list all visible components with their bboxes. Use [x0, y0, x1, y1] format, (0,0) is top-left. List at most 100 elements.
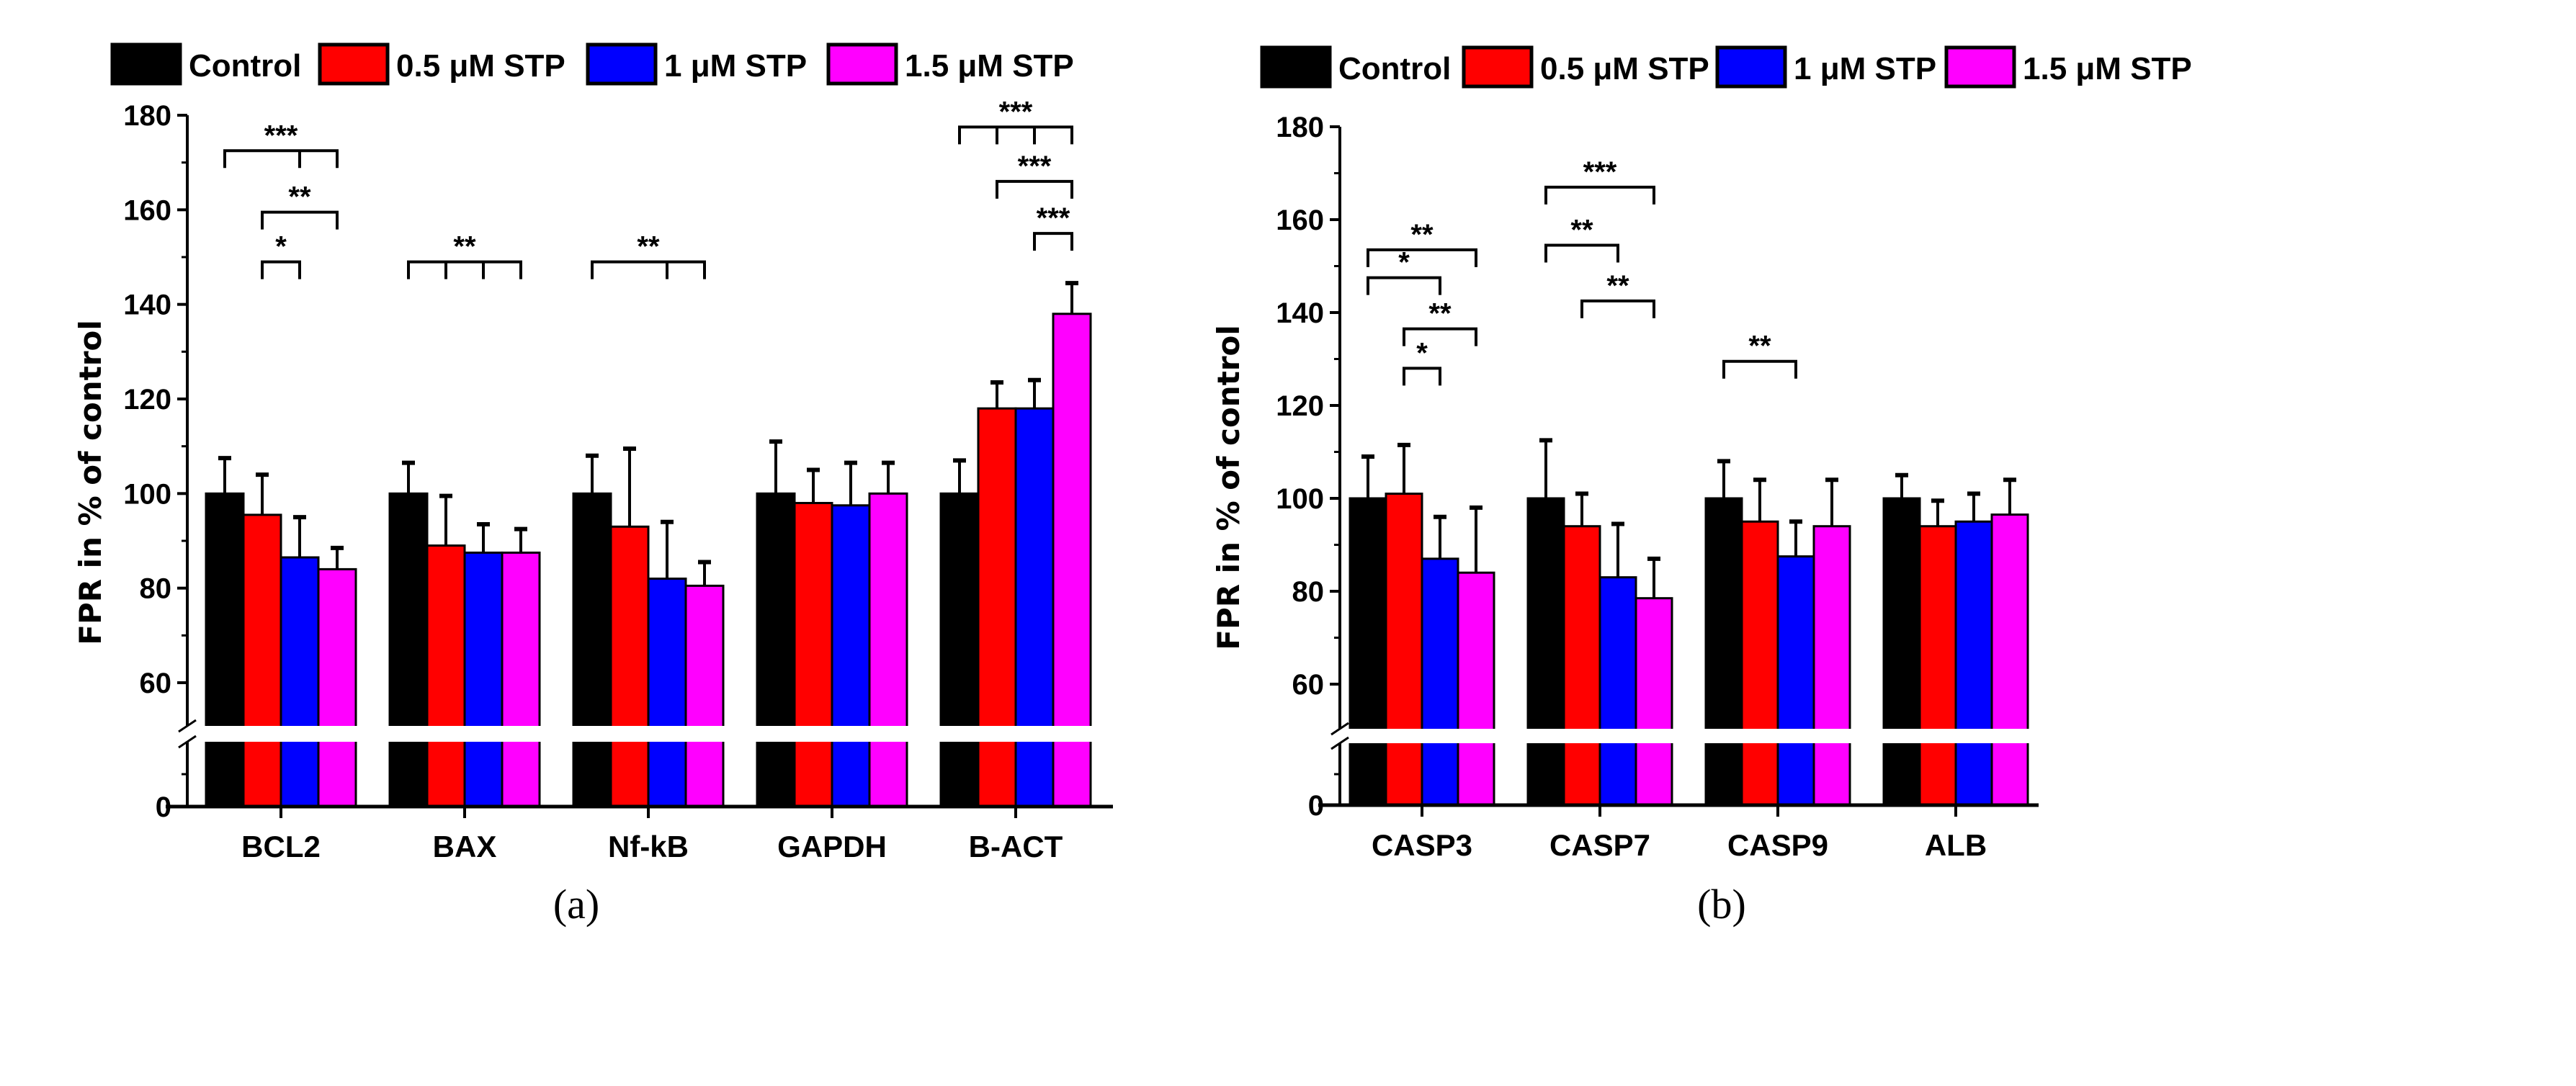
bar-B-ACT-2: [1014, 407, 1055, 808]
bar-CASP3-1: [1385, 493, 1423, 807]
bar-ALB-2: [1954, 520, 1993, 807]
bar-GAPDH-2: [831, 504, 871, 808]
significance-bracket: [1403, 367, 1441, 386]
significance-bracket: [1403, 327, 1477, 346]
significance-label: ***: [999, 96, 1033, 127]
legend-swatch-3: [1944, 45, 2016, 89]
bar-BCL2-0: [205, 492, 245, 808]
x-tick-label-Nf-kB: Nf-kB: [608, 830, 689, 863]
significance-bracket: [1544, 243, 1619, 263]
y-axis-label: FPR in % of control: [73, 320, 108, 645]
y-tick-label: 60: [140, 668, 172, 699]
y-tick-label: 0: [1308, 790, 1324, 822]
significance-bracket: [1544, 185, 1655, 205]
legend-swatch-1: [1462, 45, 1534, 89]
bar-CASP9-3: [1812, 525, 1851, 807]
y-tick-label: 140: [1276, 297, 1324, 329]
significance-label: **: [1606, 270, 1629, 302]
x-tick-label-GAPDH: GAPDH: [777, 830, 887, 863]
bar-ALB-0: [1882, 497, 1921, 807]
significance-label: ***: [1037, 202, 1070, 234]
x-tick-label-B-ACT: B-ACT: [969, 830, 1063, 863]
bar-BAX-2: [463, 551, 504, 808]
y-tick-label: 160: [123, 194, 171, 226]
significance-label: **: [637, 231, 660, 263]
panel-a-chart: Control 0.5 μM STP 1 μM STP 1.5 μM STP 0 60 80…: [73, 42, 1120, 928]
bar-CASP9-0: [1704, 497, 1743, 807]
bar-CASP3-3: [1457, 571, 1495, 807]
legend-swatch-0: [1260, 45, 1332, 89]
significance-bracket: [996, 179, 1073, 199]
y-tick-label: 0: [156, 791, 171, 823]
x-tick-label-CASP3: CASP3: [1372, 828, 1472, 862]
bar-CASP9-2: [1776, 555, 1815, 807]
bar-GAPDH-0: [756, 492, 796, 808]
bar-Nf-kB-0: [572, 492, 612, 808]
bar-ALB-1: [1918, 525, 1957, 807]
significance-bracket: [1580, 299, 1655, 318]
significance-label: ***: [1018, 151, 1052, 182]
y-tick-label: 180: [123, 100, 171, 132]
significance-label: **: [1748, 331, 1771, 362]
axis-break-gap: [1333, 729, 2046, 743]
bar-Nf-kB-2: [647, 578, 687, 808]
panel-label: (a): [553, 881, 599, 928]
x-tick-label-BCL2: BCL2: [241, 830, 321, 863]
bar-BAX-3: [501, 551, 541, 808]
significance-label: **: [1570, 214, 1593, 246]
significance-bracket: [223, 149, 339, 169]
bar-CASP9-1: [1740, 520, 1779, 807]
bar-ALB-3: [1990, 513, 2029, 807]
panel-label: (b): [1697, 881, 1746, 928]
bar-CASP7-2: [1598, 576, 1637, 807]
legend-swatch-2: [586, 42, 658, 86]
bar-CASP7-3: [1634, 597, 1673, 807]
y-tick-label: 100: [1276, 483, 1324, 515]
legend-label-0: Control: [189, 48, 301, 84]
significance-bracket: [261, 210, 339, 230]
legend-swatch-2: [1715, 45, 1787, 89]
significance-label: **: [1428, 298, 1452, 330]
significance-label: **: [453, 231, 476, 263]
significance-bracket: [958, 125, 1073, 145]
significance-label: *: [275, 231, 287, 263]
bar-GAPDH-3: [868, 492, 908, 808]
y-tick-label: 180: [1276, 112, 1324, 143]
bar-BAX-1: [426, 544, 466, 808]
bar-CASP7-1: [1562, 525, 1601, 807]
legend-swatch-1: [318, 42, 390, 86]
bar-BAX-0: [388, 492, 429, 808]
significance-bracket: [407, 260, 522, 279]
significance-bracket: [1367, 248, 1477, 267]
legend-label-1: 0.5 μM STP: [1540, 51, 1709, 86]
axis-break-gap: [180, 726, 1120, 742]
significance-label: *: [1416, 337, 1428, 369]
legend-label-2: 1 μM STP: [664, 48, 807, 84]
significance-label: **: [288, 181, 311, 213]
significance-bracket: [261, 260, 301, 279]
bar-B-ACT-1: [977, 407, 1017, 808]
significance-bracket: [1722, 359, 1797, 379]
x-tick-label-BAX: BAX: [433, 830, 497, 863]
y-tick-label: 160: [1276, 205, 1324, 236]
bar-BCL2-3: [317, 567, 357, 808]
significance-label: **: [1410, 219, 1434, 251]
panel-b-chart: Control 0.5 μM STP 1 μM STP 1.5 μM STP 0 60 80…: [1211, 45, 2192, 928]
y-tick-label: 120: [1276, 390, 1324, 422]
x-tick-label-ALB: ALB: [1925, 828, 1987, 862]
significance-bracket: [1367, 276, 1441, 295]
x-tick-label-CASP7: CASP7: [1549, 828, 1650, 862]
significance-label: ***: [1583, 156, 1617, 188]
bar-CASP3-2: [1421, 557, 1459, 807]
bar-Nf-kB-3: [684, 584, 725, 808]
y-tick-label: 80: [1292, 576, 1325, 608]
legend-label-2: 1 μM STP: [1794, 51, 1936, 86]
y-tick-label: 60: [1292, 669, 1325, 701]
y-tick-label: 80: [140, 573, 172, 605]
y-axis-label: FPR in % of control: [1211, 325, 1246, 650]
bar-CASP7-0: [1526, 497, 1565, 807]
bar-BCL2-1: [242, 513, 282, 808]
legend-label-3: 1.5 μM STP: [905, 48, 1074, 84]
y-tick-label: 140: [123, 290, 171, 321]
